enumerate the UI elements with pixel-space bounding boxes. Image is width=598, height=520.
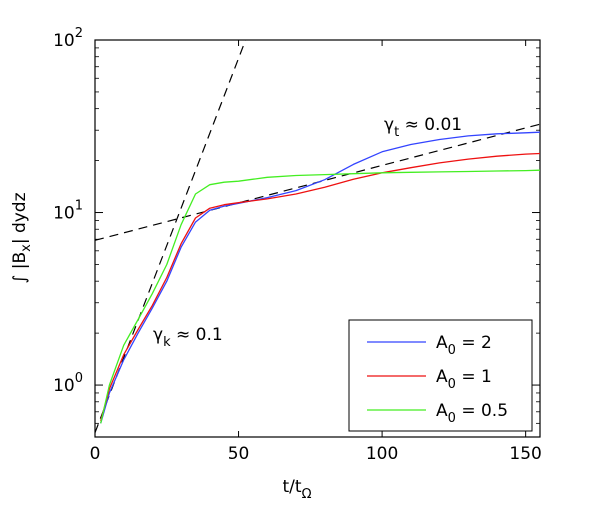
series-lines — [100, 131, 540, 424]
series-line-1 — [100, 152, 540, 422]
y-tick-label-2: 102 — [53, 26, 83, 51]
x-tick-label-1: 50 — [228, 444, 250, 464]
axis-ticks: 0 50 100 150 100 101 102 — [53, 26, 542, 464]
fit-label-k: γk ≈ 0.1 — [153, 325, 223, 350]
fit-line-0 — [95, 40, 247, 433]
x-axis-label: t/tΩ — [283, 477, 312, 502]
x-tick-label-2: 100 — [366, 444, 398, 464]
x-tick-label-0: 0 — [90, 444, 101, 464]
legend-label-0: A0 = 2 — [436, 333, 492, 358]
series-line-2 — [100, 169, 540, 424]
y-axis-label: ∫ |Bx| dydz — [10, 192, 34, 283]
y-tick-label-0: 100 — [53, 371, 83, 396]
fit-label-t: γt ≈ 0.01 — [384, 115, 462, 140]
plot-frame — [94, 39, 541, 438]
legend-label-1: A0 = 1 — [436, 367, 492, 392]
legend: A0 = 2 A0 = 1 A0 = 0.5 — [348, 319, 533, 432]
legend-label-2: A0 = 0.5 — [436, 401, 508, 426]
y-tick-label-1: 101 — [53, 199, 83, 224]
x-tick-label-3: 150 — [509, 444, 541, 464]
